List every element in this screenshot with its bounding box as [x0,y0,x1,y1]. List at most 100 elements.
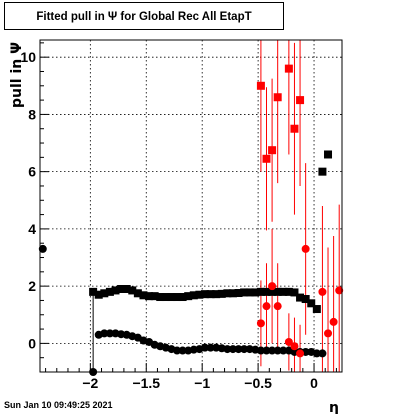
data-point-circle [173,346,182,355]
data-point-circle [262,302,271,311]
data-point-circle [200,343,209,352]
data-point-square [251,288,260,297]
data-point-square [273,93,282,102]
data-point-square [268,146,277,155]
y-tick-label: 4 [28,221,36,237]
data-point-square [268,287,277,296]
data-point-square [195,290,204,299]
data-point-square [173,293,182,302]
plot-frame [39,39,343,373]
data-point-square [234,289,243,298]
x-tick-label: 0 [310,375,318,391]
data-point-square [139,291,148,300]
error-bars [92,40,340,372]
y-tick-label: 0 [28,335,36,351]
x-tick-label: −1.5 [132,375,160,391]
data-point-square [145,292,154,301]
data-point-square [279,287,288,296]
data-point-square [256,287,265,296]
y-axis-label: pull in Ψ [9,42,25,108]
timestamp: Sun Jan 10 09:49:25 2021 [4,400,113,410]
data-point-square [324,150,333,159]
data-point-square [284,64,293,73]
axis-tick-labels: −2 −1.5 −1 −0.5 0 0 2 4 6 8 10 [20,49,318,391]
data-point-square [290,124,299,133]
data-point-circle [273,302,282,311]
data-point-square [178,293,187,302]
data-point-square [105,287,114,296]
data-point-circle [324,329,333,338]
data-point-circle [268,346,277,355]
data-point-circle [329,317,338,326]
data-point-square [117,285,126,293]
data-point-square [111,286,120,295]
y-tick-label: 10 [20,49,36,65]
data-point-circle [318,287,327,296]
data-point-square [100,289,109,298]
y-tick-label: 2 [28,278,36,294]
data-point-square [167,293,176,302]
data-point-circle [240,345,249,354]
data-point-circle [290,342,299,351]
data-point-circle [296,349,305,358]
data-point-square [206,290,215,299]
data-point-square [133,289,142,298]
data-point-square [307,299,316,308]
data-point-square [161,293,170,302]
data-point-square [240,288,249,297]
data-point-square [200,290,209,299]
grid [40,40,342,372]
data-point-circle [273,346,282,355]
data-point-square [290,288,299,297]
data-point-square [228,289,237,298]
data-point-circle [301,244,310,253]
y-tick-label: 6 [28,164,36,180]
data-point-circle [223,345,232,354]
data-point-square [156,293,165,302]
data-point-square [245,288,254,297]
data-point-circle [105,329,114,338]
x-tick-label: −2 [82,375,98,391]
data-point-circle [312,349,321,358]
data-point-circle [234,345,243,354]
data-point-square [122,285,131,293]
data-point-square [189,291,198,300]
data-point-square [128,286,137,295]
data-point-circle [262,346,271,355]
data-point-square [296,293,305,302]
data-point-circle [268,282,277,291]
data-point-square [212,290,221,299]
data-point-circle [284,337,293,346]
data-point-circle [228,345,237,354]
data-point-circle [279,346,288,355]
data-point-circle [100,329,109,338]
data-point-circle [178,346,187,355]
data-point-square [284,287,293,296]
markers [38,64,344,376]
data-point-circle [335,286,344,295]
data-point-circle [206,343,215,352]
data-point-circle [318,349,327,358]
data-point-square [318,167,327,176]
chart-title: Fitted pull in Ψ for Global Rec All Etap… [4,2,284,30]
data-point-square [262,287,271,296]
data-point-square [312,305,321,314]
data-point-circle [256,346,265,355]
data-point-square [301,295,310,304]
axis-ticks [40,42,337,373]
x-tick-label: −1 [194,375,210,391]
data-point-square [94,290,103,299]
data-point-square [256,81,265,90]
data-point-circle [38,244,47,253]
data-point-square [217,289,226,298]
x-axis-label: η [329,400,339,414]
data-point-square [184,292,193,301]
y-tick-label: 8 [28,106,36,122]
data-point-square [89,287,98,296]
data-point-square [273,287,282,296]
data-point-square [296,96,305,105]
data-point-square [223,289,232,298]
data-point-square [150,292,159,301]
data-point-circle [256,319,265,328]
